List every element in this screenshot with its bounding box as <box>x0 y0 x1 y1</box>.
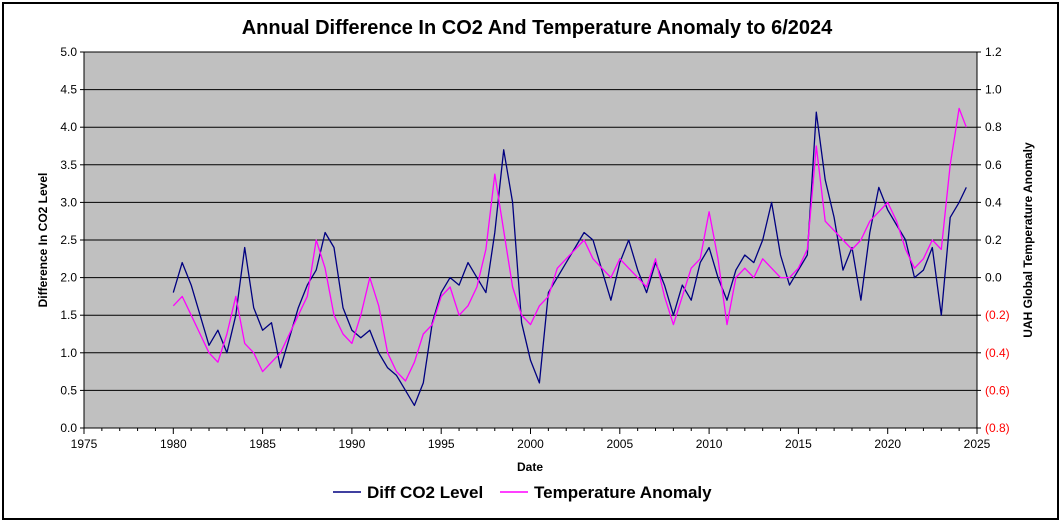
y-left-tick-label: 2.0 <box>60 271 77 285</box>
y-right-tick-label: (0.8) <box>985 421 1010 435</box>
y-left-tick-label: 2.5 <box>60 233 77 247</box>
y-left-tick-label: 0.5 <box>60 383 77 397</box>
y-right-tick-label: 0.4 <box>985 195 1002 209</box>
series-lines <box>172 107 967 407</box>
gridlines <box>84 89 977 391</box>
y-left-tick-label: 3.0 <box>60 195 77 209</box>
x-tick-label: 1995 <box>428 437 455 451</box>
x-tick-label: 1990 <box>339 437 366 451</box>
x-tick-label: 2000 <box>517 437 544 451</box>
y-left-tick-label: 0.0 <box>60 421 77 435</box>
y-axis-right: (0.8) (0.6) (0.4) (0.2) 0.0 0.2 0.4 0.6 0.8 1.0 1.… <box>977 45 1010 435</box>
y-axis-left: 0.0 0.5 1.0 1.5 2.0 2.5 3.0 3.5 4.0 4.5 5.0 <box>60 45 84 435</box>
series-line-1 <box>172 107 967 382</box>
y-left-tick-label: 4.0 <box>60 120 77 134</box>
y-left-tick-label: 1.0 <box>60 346 77 360</box>
legend-label: Diff CO2 Level <box>367 483 483 502</box>
x-axis: 1975 1980 1985 1990 1995 2000 2005 2010 2015 2020… <box>71 428 991 451</box>
y-left-tick-label: 1.5 <box>60 308 77 322</box>
x-tick-label: 1985 <box>249 437 276 451</box>
y-axis-right-label: UAH Global Temperature Anomaly <box>1021 142 1035 338</box>
y-left-tick-label: 5.0 <box>60 45 77 59</box>
y-right-tick-label: 0.0 <box>985 271 1002 285</box>
x-tick-label: 1980 <box>160 437 187 451</box>
x-tick-label: 2025 <box>964 437 991 451</box>
x-tick-label: 2015 <box>785 437 812 451</box>
y-right-tick-label: 1.2 <box>985 45 1002 59</box>
series-line-0 <box>172 111 967 407</box>
y-right-tick-label: 1.0 <box>985 83 1002 97</box>
legend-label: Temperature Anomaly <box>534 483 712 502</box>
legend: Diff CO2 Level Temperature Anomaly <box>333 483 712 502</box>
x-tick-label: 2020 <box>874 437 901 451</box>
y-right-tick-label: 0.8 <box>985 120 1002 134</box>
y-right-tick-label: (0.6) <box>985 383 1010 397</box>
x-tick-label: 2005 <box>606 437 633 451</box>
y-right-tick-label: (0.2) <box>985 308 1010 322</box>
y-left-tick-label: 3.5 <box>60 158 77 172</box>
x-axis-label: Date <box>517 460 543 474</box>
y-axis-left-label: Difference In CO2 Level <box>36 173 50 308</box>
y-right-tick-label: 0.6 <box>985 158 1002 172</box>
y-right-tick-label: (0.4) <box>985 346 1010 360</box>
x-tick-label: 2010 <box>696 437 723 451</box>
chart-title: Annual Difference In CO2 And Temperature… <box>242 17 833 39</box>
x-tick-label: 1975 <box>71 437 98 451</box>
y-left-tick-label: 4.5 <box>60 83 77 97</box>
y-right-tick-label: 0.2 <box>985 233 1002 247</box>
